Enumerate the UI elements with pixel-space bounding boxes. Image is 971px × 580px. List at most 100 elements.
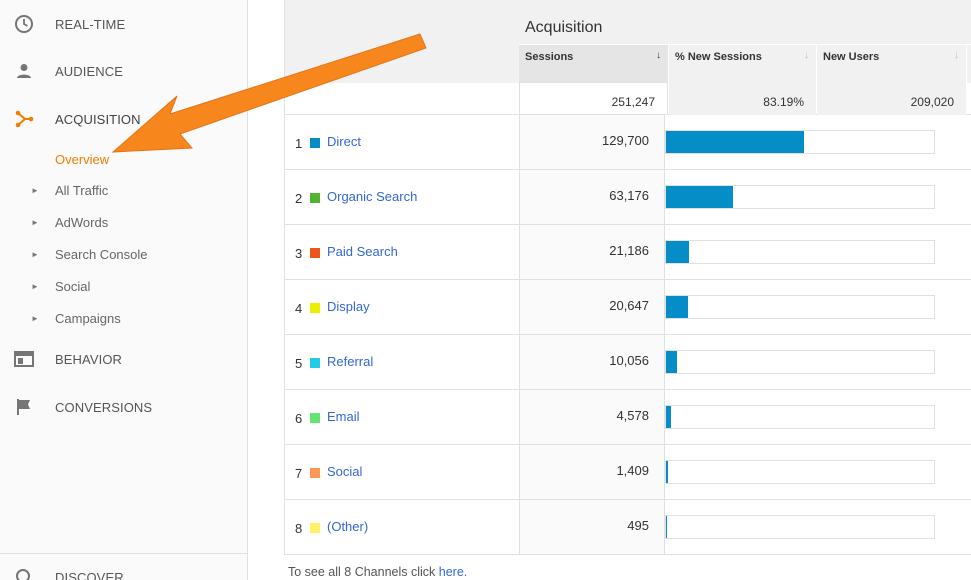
column-separator <box>816 45 817 115</box>
sessions-bar-fill <box>666 516 667 538</box>
sub-item-overview[interactable]: Overview <box>0 145 247 173</box>
nav-item-audience[interactable]: AUDIENCE <box>0 47 247 95</box>
row-number: 5 <box>295 356 303 371</box>
channel-color-swatch <box>310 523 320 533</box>
sessions-bar-fill <box>666 461 668 483</box>
row-number: 1 <box>295 136 303 151</box>
sessions-bar-fill <box>666 406 671 428</box>
sub-item-search-console[interactable]: ► Search Console <box>0 240 247 268</box>
channel-color-swatch <box>310 193 320 203</box>
header-divider <box>519 44 971 45</box>
nav-label-conversions: CONVERSIONS <box>55 399 153 415</box>
sessions-bar-fill <box>666 131 804 153</box>
nav-item-acquisition[interactable]: ACQUISITION <box>0 95 247 143</box>
sub-item-campaigns[interactable]: ► Campaigns <box>0 304 247 332</box>
column-header-sessions[interactable]: Sessions ↓ <box>519 45 669 83</box>
total-new-users: 209,020 <box>817 83 966 115</box>
sub-label-campaigns: Campaigns <box>55 310 121 326</box>
sessions-bar-track <box>665 405 935 429</box>
row-number: 8 <box>295 521 303 536</box>
sessions-value: 63,176 <box>519 170 665 224</box>
behavior-icon <box>14 349 34 369</box>
person-icon <box>14 61 34 81</box>
row-number: 6 <box>295 411 303 426</box>
sessions-bar-fill <box>666 186 733 208</box>
nav-label-acquisition: ACQUISITION <box>55 111 141 127</box>
table-row: 8 (Other) 495 <box>285 500 971 555</box>
channel-link[interactable]: Display <box>327 299 370 314</box>
table-row: 1 Direct 129,700 <box>285 115 971 170</box>
acquisition-group-title: Acquisition <box>525 19 603 36</box>
row-number: 7 <box>295 466 303 481</box>
sessions-value: 495 <box>519 500 665 554</box>
sub-item-social[interactable]: ► Social <box>0 272 247 300</box>
nav-item-real-time[interactable]: REAL-TIME <box>0 0 247 48</box>
table-row: 2 Organic Search 63,176 <box>285 170 971 225</box>
acquisition-icon <box>14 109 34 129</box>
sub-label-search-console: Search Console <box>55 246 148 262</box>
acquisition-table: Acquisition Sessions ↓ % New Sessions ↓ … <box>284 0 971 555</box>
nav-label-behavior: BEHAVIOR <box>55 351 123 367</box>
channel-color-swatch <box>310 413 320 423</box>
column-label-new-users: New Users <box>823 51 880 63</box>
column-header-new-sessions[interactable]: % New Sessions ↓ <box>669 45 817 83</box>
nav-label-audience: AUDIENCE <box>55 63 123 79</box>
expand-arrow-icon: ► <box>31 217 39 227</box>
flag-icon <box>14 397 34 417</box>
channel-link[interactable]: Social <box>327 464 363 479</box>
row-number: 4 <box>295 301 303 316</box>
table-row: 3 Paid Search 21,186 <box>285 225 971 280</box>
channel-link[interactable]: (Other) <box>327 519 369 534</box>
table-row: 5 Referral 10,056 <box>285 335 971 390</box>
column-label-sessions: Sessions <box>525 51 574 63</box>
sessions-bar-track <box>665 350 935 374</box>
total-sessions: 251,247 <box>519 83 668 115</box>
nav-item-discover[interactable]: DISCOVER <box>0 553 247 580</box>
sort-arrow-icon: ↓ <box>804 50 809 61</box>
sessions-bar-track <box>665 295 935 319</box>
channel-color-swatch <box>310 358 320 368</box>
sub-label-all-traffic: All Traffic <box>55 182 109 198</box>
see-all-channels-link[interactable]: here. <box>438 565 468 579</box>
totals-row: 251,247 83.19% 209,020 <box>285 83 971 115</box>
expand-arrow-icon: ► <box>31 185 39 195</box>
sessions-bar-track <box>665 130 935 154</box>
sub-label-social: Social <box>55 278 91 294</box>
row-number: 2 <box>295 191 303 206</box>
column-separator <box>966 45 967 115</box>
total-new-sessions-pct: 83.19% <box>669 83 816 115</box>
column-separator <box>668 45 669 115</box>
channel-color-swatch <box>310 248 320 258</box>
column-header-new-users[interactable]: New Users ↓ <box>817 45 967 83</box>
footnote: To see all 8 Channels click here. <box>288 565 467 579</box>
table-row: 7 Social 1,409 <box>285 445 971 500</box>
expand-arrow-icon: ► <box>31 249 39 259</box>
sub-label-adwords: AdWords <box>55 214 109 230</box>
column-label-new-sessions: % New Sessions <box>675 51 762 63</box>
sidebar-divider <box>0 553 247 554</box>
channel-link[interactable]: Referral <box>327 354 374 369</box>
sort-arrow-icon: ↓ <box>656 50 661 61</box>
sub-item-all-traffic[interactable]: ► All Traffic <box>0 176 247 204</box>
channel-link[interactable]: Direct <box>327 134 361 149</box>
sub-label-overview: Overview <box>55 151 110 167</box>
sub-item-adwords[interactable]: ► AdWords <box>0 208 247 236</box>
sessions-value: 21,186 <box>519 225 665 279</box>
sidebar: REAL-TIME AUDIENCE ACQUISITION Overview … <box>0 0 248 580</box>
sessions-value: 129,700 <box>519 115 665 169</box>
sessions-value: 1,409 <box>519 445 665 499</box>
expand-arrow-icon: ► <box>31 281 39 291</box>
nav-item-behavior[interactable]: BEHAVIOR <box>0 335 247 383</box>
footnote-text: To see all 8 Channels click <box>288 565 439 579</box>
sessions-bar-fill <box>666 351 677 373</box>
channel-link[interactable]: Organic Search <box>327 189 418 204</box>
nav-item-conversions[interactable]: CONVERSIONS <box>0 383 247 431</box>
table-row: 4 Display 20,647 <box>285 280 971 335</box>
sessions-bar-track <box>665 240 935 264</box>
sessions-bar-fill <box>666 296 688 318</box>
channel-link[interactable]: Paid Search <box>327 244 398 259</box>
channel-link[interactable]: Email <box>327 409 360 424</box>
channel-color-swatch <box>310 303 320 313</box>
sessions-value: 20,647 <box>519 280 665 334</box>
sort-arrow-icon: ↓ <box>954 50 959 61</box>
